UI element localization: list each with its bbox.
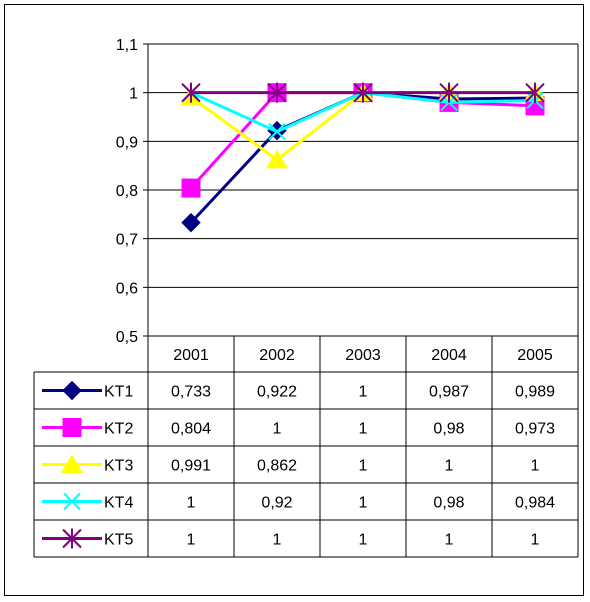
legend-label: KT2 — [104, 421, 133, 438]
y-tick-label: 0,6 — [116, 280, 138, 297]
data-table-cell: 0,973 — [515, 421, 555, 438]
series-line — [189, 91, 536, 190]
data-table-cell: 0,98 — [433, 421, 464, 438]
data-table-cell: 1 — [359, 532, 368, 549]
series-kt5: KT5 1 1 1 1 1 — [42, 82, 545, 549]
legend-marker — [63, 492, 81, 511]
data-table-cell: 0,922 — [257, 384, 297, 401]
diamond-marker — [181, 212, 201, 233]
x-tick-label: 2004 — [431, 347, 467, 364]
legend-label: KT5 — [104, 532, 133, 549]
data-table-cell: 1 — [187, 495, 196, 512]
data-point — [267, 82, 287, 103]
data-table-cell: 1 — [531, 458, 540, 475]
data-table-cell: 0,987 — [429, 384, 469, 401]
data-table-cell: 1 — [273, 421, 282, 438]
data-table-cell: 0,98 — [433, 495, 464, 512]
y-tick-label: 0,8 — [116, 183, 138, 200]
data-table-cell: 0,991 — [171, 458, 211, 475]
data-table-cell: 1 — [531, 532, 540, 549]
data-point — [439, 82, 459, 103]
data-point — [353, 82, 373, 103]
triangle-marker — [266, 149, 288, 169]
data-table-cell: 1 — [273, 532, 282, 549]
data-point — [268, 122, 286, 141]
y-tick-label: 1,1 — [116, 37, 138, 54]
data-table-cell: 0,804 — [171, 421, 211, 438]
square-marker — [181, 178, 201, 198]
legend-marker — [61, 454, 83, 473]
x-tick-label: 2003 — [345, 347, 381, 364]
square-marker — [62, 418, 82, 437]
y-tick-label: 0,7 — [116, 232, 138, 249]
data-point — [181, 82, 201, 103]
data-table-cell: 0,862 — [257, 458, 297, 475]
data-table-cell: 1 — [359, 495, 368, 512]
x-marker-stroke — [63, 492, 81, 511]
data-table-cell: 0,984 — [515, 495, 555, 512]
data-point — [266, 149, 288, 169]
data-point — [181, 212, 201, 233]
diamond-marker — [62, 380, 82, 401]
data-table-cell: 1 — [187, 532, 196, 549]
data-table-cell: 0,92 — [261, 495, 292, 512]
legend-label: KT3 — [104, 458, 133, 475]
data-table-cell: 0,733 — [171, 384, 211, 401]
x-tick-label: 2001 — [173, 347, 209, 364]
legend-marker — [62, 528, 82, 549]
data-table-cell: 1 — [445, 458, 454, 475]
y-tick-label: 0,5 — [116, 329, 138, 346]
y-tick-label: 0,9 — [116, 134, 138, 151]
data-table-cell: 1 — [445, 532, 454, 549]
data-point — [525, 82, 545, 103]
data-table-cell: 1 — [359, 421, 368, 438]
x-tick-label: 2005 — [517, 347, 553, 364]
legend-marker — [62, 418, 82, 437]
y-tick-label: 1 — [129, 86, 138, 103]
x-tick-label: 2002 — [259, 347, 295, 364]
legend-marker — [62, 380, 82, 401]
data-point — [181, 178, 201, 198]
series-line — [189, 91, 536, 224]
data-table-cell: 1 — [359, 384, 368, 401]
chart-frame — [4, 4, 584, 596]
data-table-cell: 0,989 — [515, 384, 555, 401]
data-table-cell: 1 — [359, 458, 368, 475]
triangle-marker — [61, 454, 83, 473]
legend-label: KT1 — [104, 384, 133, 401]
x-marker-stroke — [268, 122, 286, 141]
legend-label: KT4 — [104, 495, 133, 512]
